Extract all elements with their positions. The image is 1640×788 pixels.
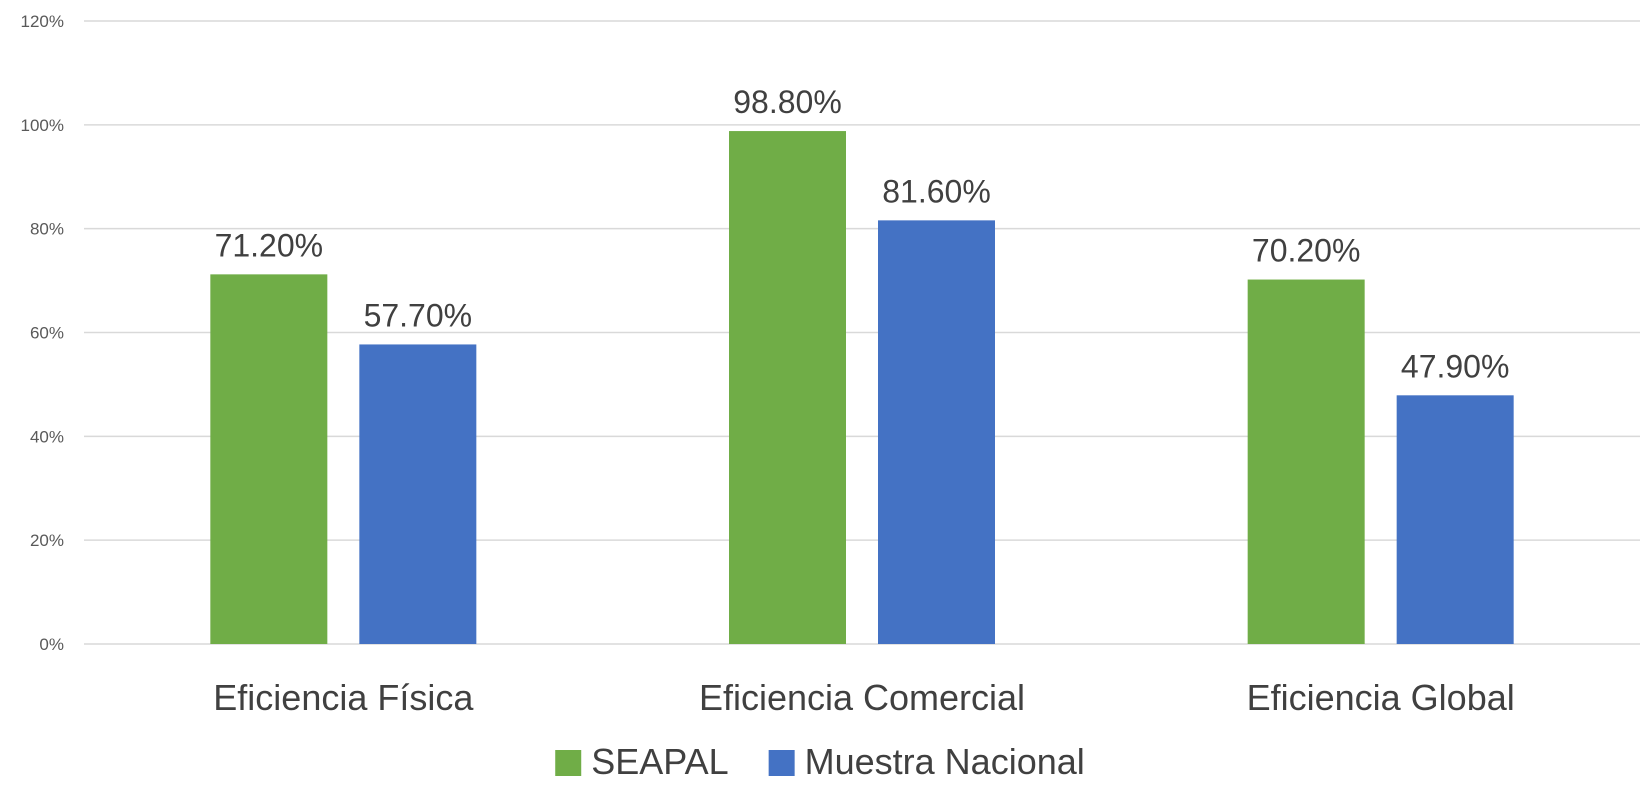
bar-seapal-2 — [729, 131, 846, 644]
bar-seapal-1 — [210, 274, 328, 644]
y-tick-label: 40% — [30, 427, 64, 446]
x-category-label: Eficiencia Física — [213, 677, 474, 718]
data-label: 71.20% — [215, 227, 324, 263]
bar-muestra-nacional-3 — [1396, 395, 1514, 644]
bar-seapal-3 — [1247, 279, 1365, 644]
bar-muestra-nacional-2 — [878, 220, 995, 645]
data-label: 57.70% — [364, 297, 473, 333]
data-label: 47.90% — [1401, 348, 1510, 384]
y-tick-label: 80% — [30, 220, 64, 239]
legend-label: Muestra Nacional — [805, 741, 1085, 782]
y-tick-label: 100% — [21, 116, 64, 135]
legend: SEAPAL Muestra Nacional — [555, 741, 1085, 782]
data-labels: 71.20% 57.70% 98.80% 81.60% 70.20% 47.90% — [215, 84, 1510, 384]
y-tick-label: 0% — [39, 635, 64, 654]
data-label: 98.80% — [733, 84, 842, 120]
x-category-label: Eficiencia Global — [1247, 677, 1515, 718]
y-axis: 0% 20% 40% 60% 80% 100% 120% — [21, 12, 64, 654]
y-tick-label: 60% — [30, 324, 64, 343]
bar-muestra-nacional-1 — [359, 344, 477, 644]
legend-label: SEAPAL — [591, 741, 728, 782]
gridlines — [84, 20, 1640, 645]
y-tick-label: 120% — [21, 12, 64, 31]
y-tick-label: 20% — [30, 531, 64, 550]
legend-swatch-muestra-nacional — [768, 750, 795, 776]
x-category-label: Eficiencia Comercial — [699, 677, 1025, 718]
x-axis: Eficiencia Física Eficiencia Comercial Efi… — [213, 677, 1514, 718]
bars — [210, 131, 1514, 645]
data-label: 81.60% — [882, 173, 991, 209]
legend-swatch-seapal — [555, 750, 582, 776]
data-label: 70.20% — [1252, 233, 1361, 269]
